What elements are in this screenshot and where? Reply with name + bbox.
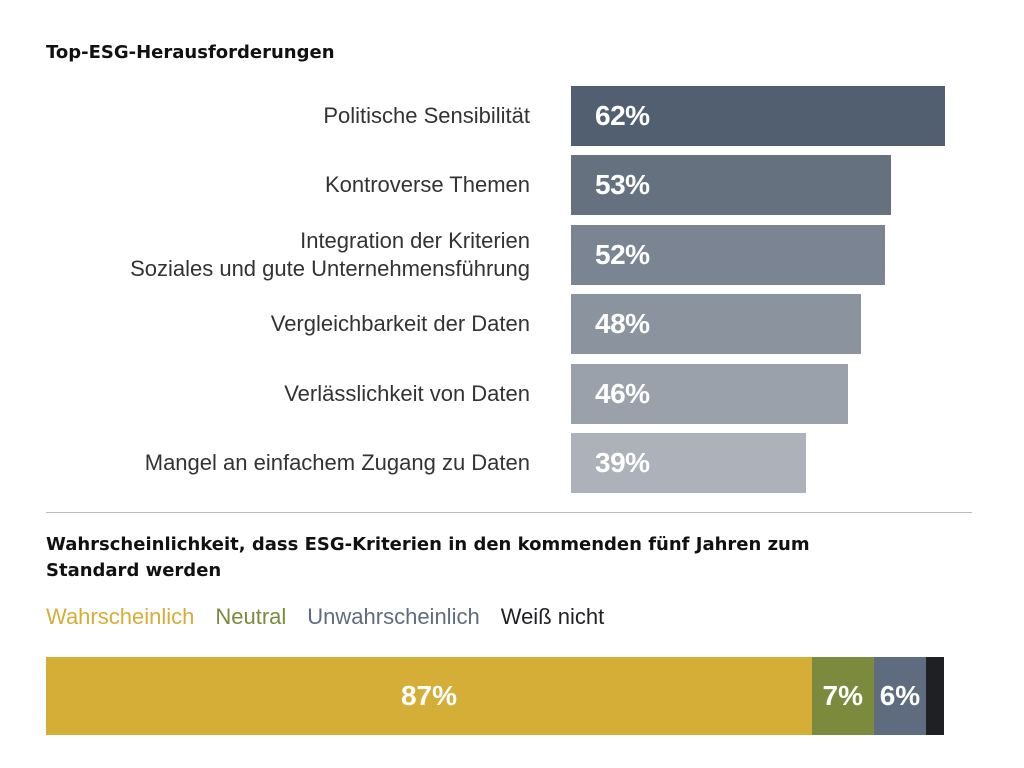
bar-category-label-line: Vergleichbarkeit der Daten bbox=[270, 311, 530, 337]
bar-value-label: 48% bbox=[595, 308, 650, 340]
bar-category-label: Mangel an einfachem Zugang zu Daten bbox=[30, 433, 530, 493]
bar-value-label: 62% bbox=[595, 100, 650, 131]
legend-item: Wahrscheinlich bbox=[46, 604, 195, 629]
bar-category-label: Verlässlichkeit von Daten bbox=[30, 364, 530, 424]
likelihood-legend: Wahrscheinlich Neutral Unwahrscheinlich Wei… bbox=[46, 602, 604, 632]
stacked-segment: 87% bbox=[46, 657, 812, 735]
bar-category-label: Kontroverse Themen bbox=[30, 155, 530, 215]
section-divider bbox=[46, 512, 972, 513]
bar-category-label-line: Soziales und gute Unternehmensführung bbox=[130, 255, 530, 281]
bar: 53% bbox=[571, 155, 891, 216]
bar-category-label-line: Integration der Kriterien bbox=[300, 227, 530, 253]
bar-category-label: Vergleichbarkeit der Daten bbox=[30, 294, 530, 354]
segment-value-label: 6% bbox=[879, 680, 921, 711]
stacked-segment: 6% bbox=[873, 657, 927, 735]
chart-title-challenges: Top-ESG-Herausforderungen bbox=[46, 42, 335, 63]
bar-value-label: 53% bbox=[595, 169, 650, 201]
legend-item: Weiß nicht bbox=[500, 604, 605, 629]
bar: 48% bbox=[571, 294, 861, 355]
bar-category-label: Integration der Kriterien Soziales und gu… bbox=[30, 225, 530, 285]
bar-category-label-line: Mangel an einfachem Zugang zu Daten bbox=[144, 450, 530, 475]
stacked-segment: 7% bbox=[811, 657, 874, 735]
segment-value-label: 7% bbox=[822, 680, 863, 711]
bar-category-label: Politische Sensibilität bbox=[30, 86, 530, 146]
bar-category-label-line: Verlässlichkeit von Daten bbox=[284, 380, 530, 406]
bar-category-label-line: Politische Sensibilität bbox=[323, 103, 530, 128]
legend-item: Unwahrscheinlich bbox=[307, 604, 480, 629]
chart-title-likelihood: Wahrscheinlichkeit, dass ESG-Kriterien i… bbox=[46, 534, 810, 581]
stacked-segment bbox=[926, 657, 944, 735]
bar-category-label-line: Kontroverse Themen bbox=[324, 172, 530, 198]
legend-item: Neutral bbox=[215, 604, 287, 629]
bar: 62% bbox=[571, 86, 945, 146]
bar-value-label: 39% bbox=[595, 447, 650, 478]
segment-value-label: 87% bbox=[400, 680, 457, 711]
likelihood-stacked-bar: 87% 7% 6% bbox=[46, 657, 944, 735]
bar: 39% bbox=[571, 433, 807, 493]
bar: 46% bbox=[571, 363, 849, 424]
bar-value-label: 52% bbox=[595, 238, 650, 270]
bar-value-label: 46% bbox=[595, 377, 650, 409]
bar: 52% bbox=[571, 224, 885, 285]
